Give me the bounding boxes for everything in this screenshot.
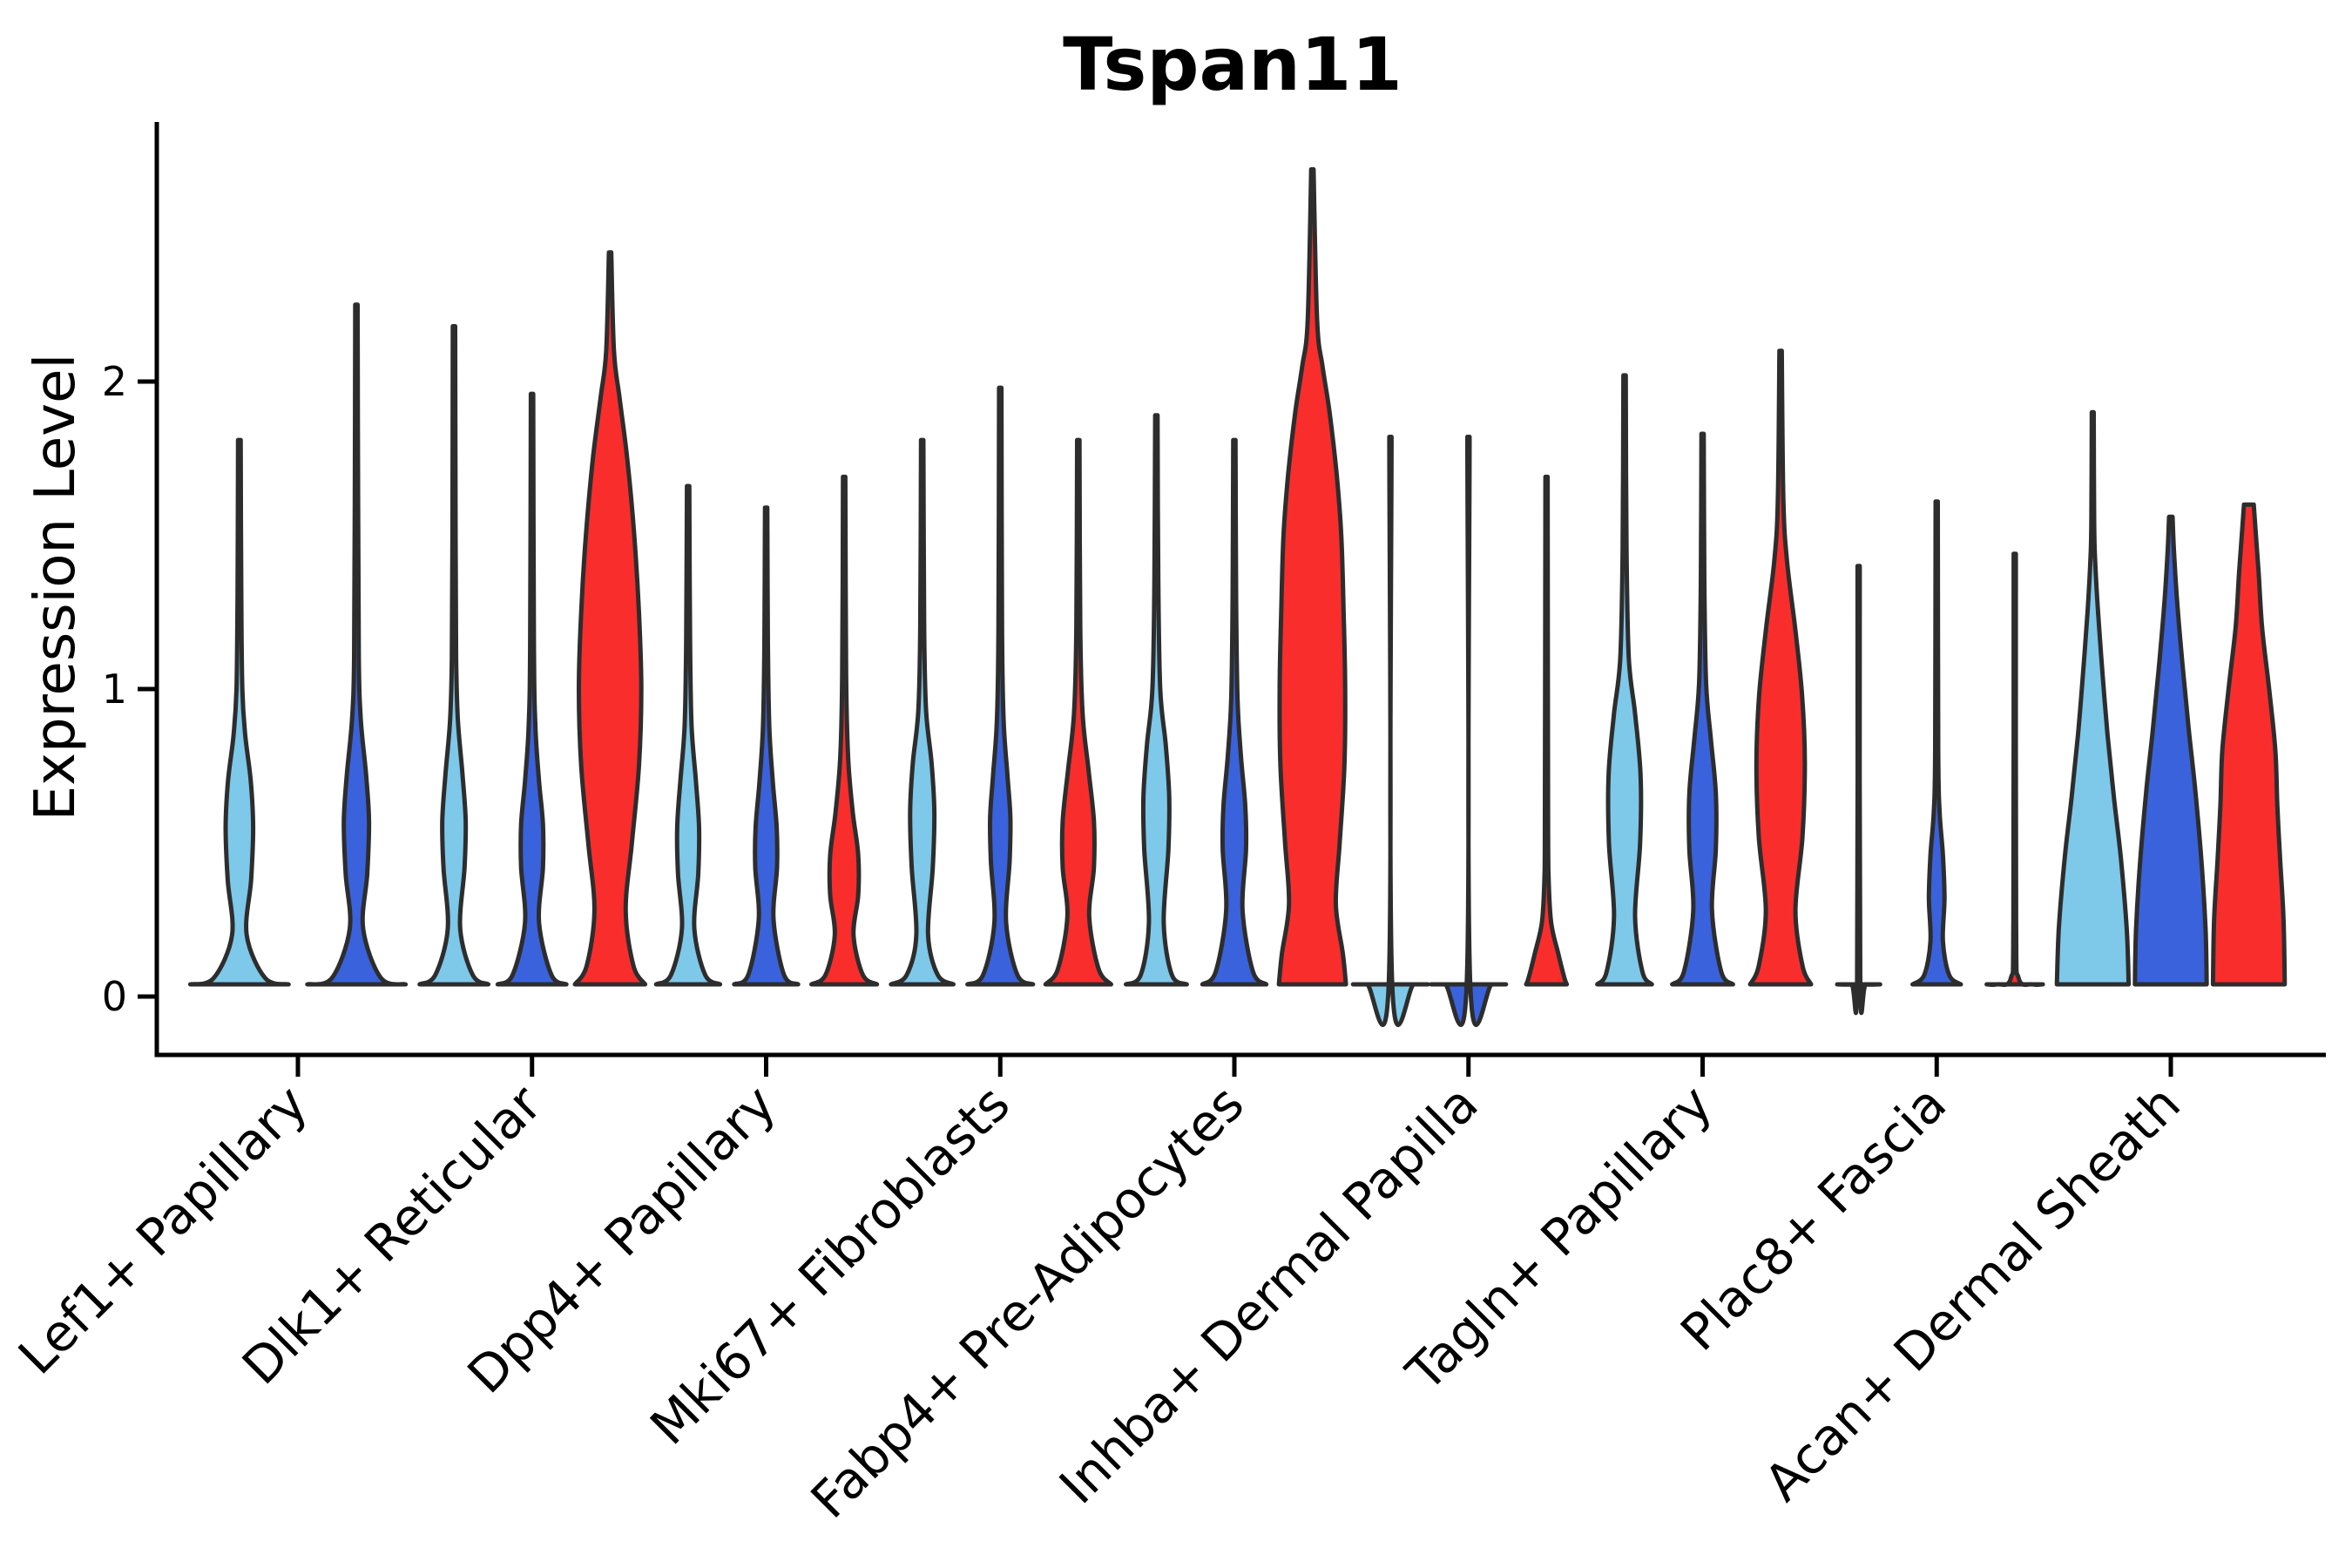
violin-dark_blue <box>1910 499 1963 987</box>
violin-light_blue <box>417 324 491 987</box>
violin-dark_blue <box>1200 437 1269 987</box>
violin-dark_blue <box>2132 514 2209 987</box>
y-tick-label: 2 <box>102 358 127 405</box>
violin-dark_blue <box>732 505 801 987</box>
violin-light_blue <box>1350 435 1430 1028</box>
y-axis-label: Expression Level <box>24 354 88 821</box>
violin-red <box>1276 166 1348 987</box>
violin-light_blue <box>187 437 291 987</box>
violin-light_blue <box>1595 373 1654 987</box>
violin-light_blue <box>2054 409 2132 987</box>
violin-red <box>572 250 648 987</box>
violins-layer <box>187 166 2288 1028</box>
violin-red <box>1747 348 1814 987</box>
violin-red <box>2210 502 2288 987</box>
y-tick-label: 0 <box>102 973 127 1020</box>
violin-light_blue <box>889 437 956 987</box>
violin-dark_blue <box>495 391 569 987</box>
chart-title: Tspan11 <box>1063 22 1402 107</box>
x-tick-label: Fabp4+ Pre-Adipocytes <box>800 1074 1255 1530</box>
violin-light_blue <box>1835 564 1882 1015</box>
violin-red <box>1043 437 1113 987</box>
x-tick-label: Inhba+ Dermal Papilla <box>1048 1074 1490 1516</box>
violin-red <box>1984 551 2045 988</box>
y-tick-label: 1 <box>102 666 127 713</box>
violin-dark_blue <box>965 385 1036 987</box>
x-tick-label: Acan+ Dermal Sheath <box>1753 1074 2191 1512</box>
violin-light_blue <box>653 483 723 987</box>
violin-light_blue <box>1124 413 1189 987</box>
y-axis-ticks: 0 1 2 <box>102 358 157 1020</box>
violin-red <box>1524 474 1570 987</box>
violin-dark_blue <box>1670 431 1735 987</box>
violin-red <box>809 474 880 987</box>
violin-dark_blue <box>1429 435 1509 1028</box>
violin-dark_blue <box>305 302 409 987</box>
